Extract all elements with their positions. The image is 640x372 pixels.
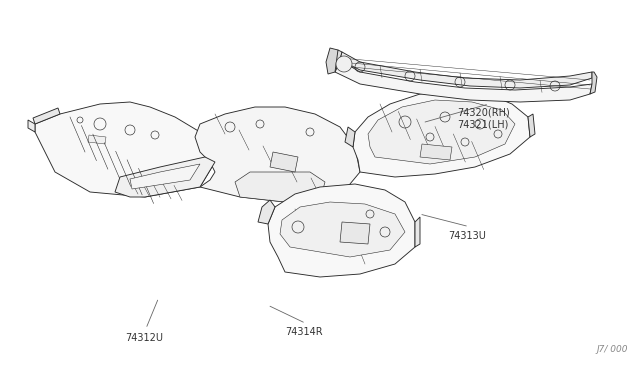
Polygon shape	[332, 50, 342, 72]
Polygon shape	[340, 52, 592, 88]
Text: 74313U: 74313U	[448, 231, 486, 241]
Polygon shape	[33, 108, 60, 124]
Polygon shape	[415, 217, 420, 247]
Polygon shape	[35, 102, 215, 197]
Polygon shape	[28, 120, 35, 132]
Polygon shape	[340, 222, 370, 244]
Polygon shape	[368, 100, 515, 164]
Polygon shape	[528, 114, 535, 137]
Text: 74320(RH)
74321(LH): 74320(RH) 74321(LH)	[458, 108, 510, 129]
Polygon shape	[353, 90, 530, 177]
Polygon shape	[268, 184, 415, 277]
Polygon shape	[590, 72, 597, 94]
Polygon shape	[280, 202, 405, 257]
Polygon shape	[345, 127, 355, 147]
Polygon shape	[326, 48, 338, 74]
Circle shape	[336, 56, 352, 72]
Polygon shape	[115, 157, 215, 197]
Polygon shape	[335, 60, 592, 102]
Polygon shape	[195, 107, 360, 202]
Polygon shape	[270, 152, 298, 172]
Text: 74312U: 74312U	[125, 333, 163, 343]
Polygon shape	[420, 144, 452, 160]
Text: J7/ 000: J7/ 000	[596, 345, 628, 354]
Text: 74314R: 74314R	[285, 327, 323, 337]
Polygon shape	[88, 135, 106, 144]
Polygon shape	[235, 172, 325, 202]
Polygon shape	[258, 200, 275, 224]
Polygon shape	[130, 164, 200, 189]
